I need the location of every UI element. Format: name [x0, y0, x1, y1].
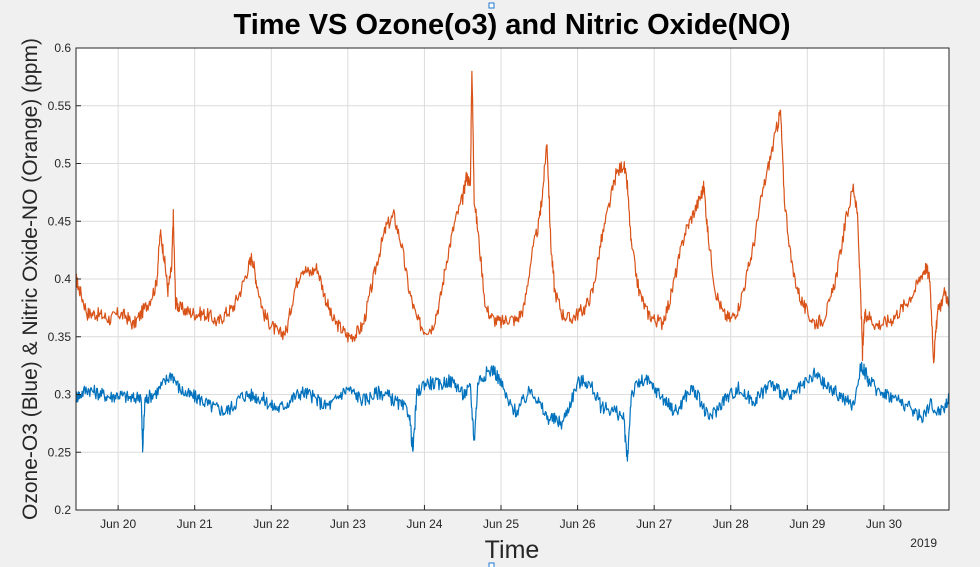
x-tick-label: Jun 22 — [253, 517, 289, 531]
plot-frame — [75, 47, 950, 511]
y-tick-label: 0.5 — [54, 157, 71, 171]
chart-title: Time VS Ozone(o3) and Nitric Oxide(NO) — [234, 9, 791, 41]
series-lines — [75, 70, 950, 462]
y-tick-label: 0.25 — [48, 445, 72, 459]
title-selection-handle-top[interactable] — [488, 2, 495, 9]
x-tick-label: Jun 24 — [406, 517, 442, 531]
x-tick-label: Jun 28 — [713, 517, 749, 531]
y-tick-label: 0.45 — [48, 214, 72, 228]
xlabel-selection-handle-bottom[interactable] — [488, 562, 495, 567]
nitric_oxide-series-line — [75, 70, 950, 364]
x-tick-label: Jun 21 — [177, 517, 213, 531]
x-tick-label: Jun 27 — [636, 517, 672, 531]
x-axis-label: Time — [485, 536, 540, 564]
x-tick-label: Jun 30 — [866, 517, 902, 531]
x-tick-label: Jun 23 — [330, 517, 366, 531]
y-tick-label: 0.55 — [48, 99, 72, 113]
x-axis-year-label: 2019 — [910, 536, 937, 550]
y-tick-label: 0.2 — [54, 503, 71, 517]
x-tick-label: Jun 29 — [789, 517, 825, 531]
x-axis-ticks: Jun 20 Jun 21 Jun 22 Jun 23 Jun 24 Jun 25 Jun … — [100, 505, 902, 531]
x-tick-label: Jun 20 — [100, 517, 136, 531]
y-tick-label: 0.6 — [54, 41, 71, 55]
ozone-series-line — [75, 361, 950, 462]
y-axis-ticks: 0.2 0.25 0.3 0.35 0.4 0.45 0.5 0.55 0.6 — [48, 41, 81, 517]
x-tick-label: Jun 26 — [560, 517, 596, 531]
y-tick-label: 0.4 — [54, 272, 71, 286]
y-axis-label: Ozone-O3 (Blue) & Nitric Oxide-NO (Orang… — [19, 38, 42, 520]
y-tick-label: 0.3 — [54, 388, 71, 402]
x-tick-label: Jun 25 — [483, 517, 519, 531]
y-tick-label: 0.35 — [48, 330, 72, 344]
